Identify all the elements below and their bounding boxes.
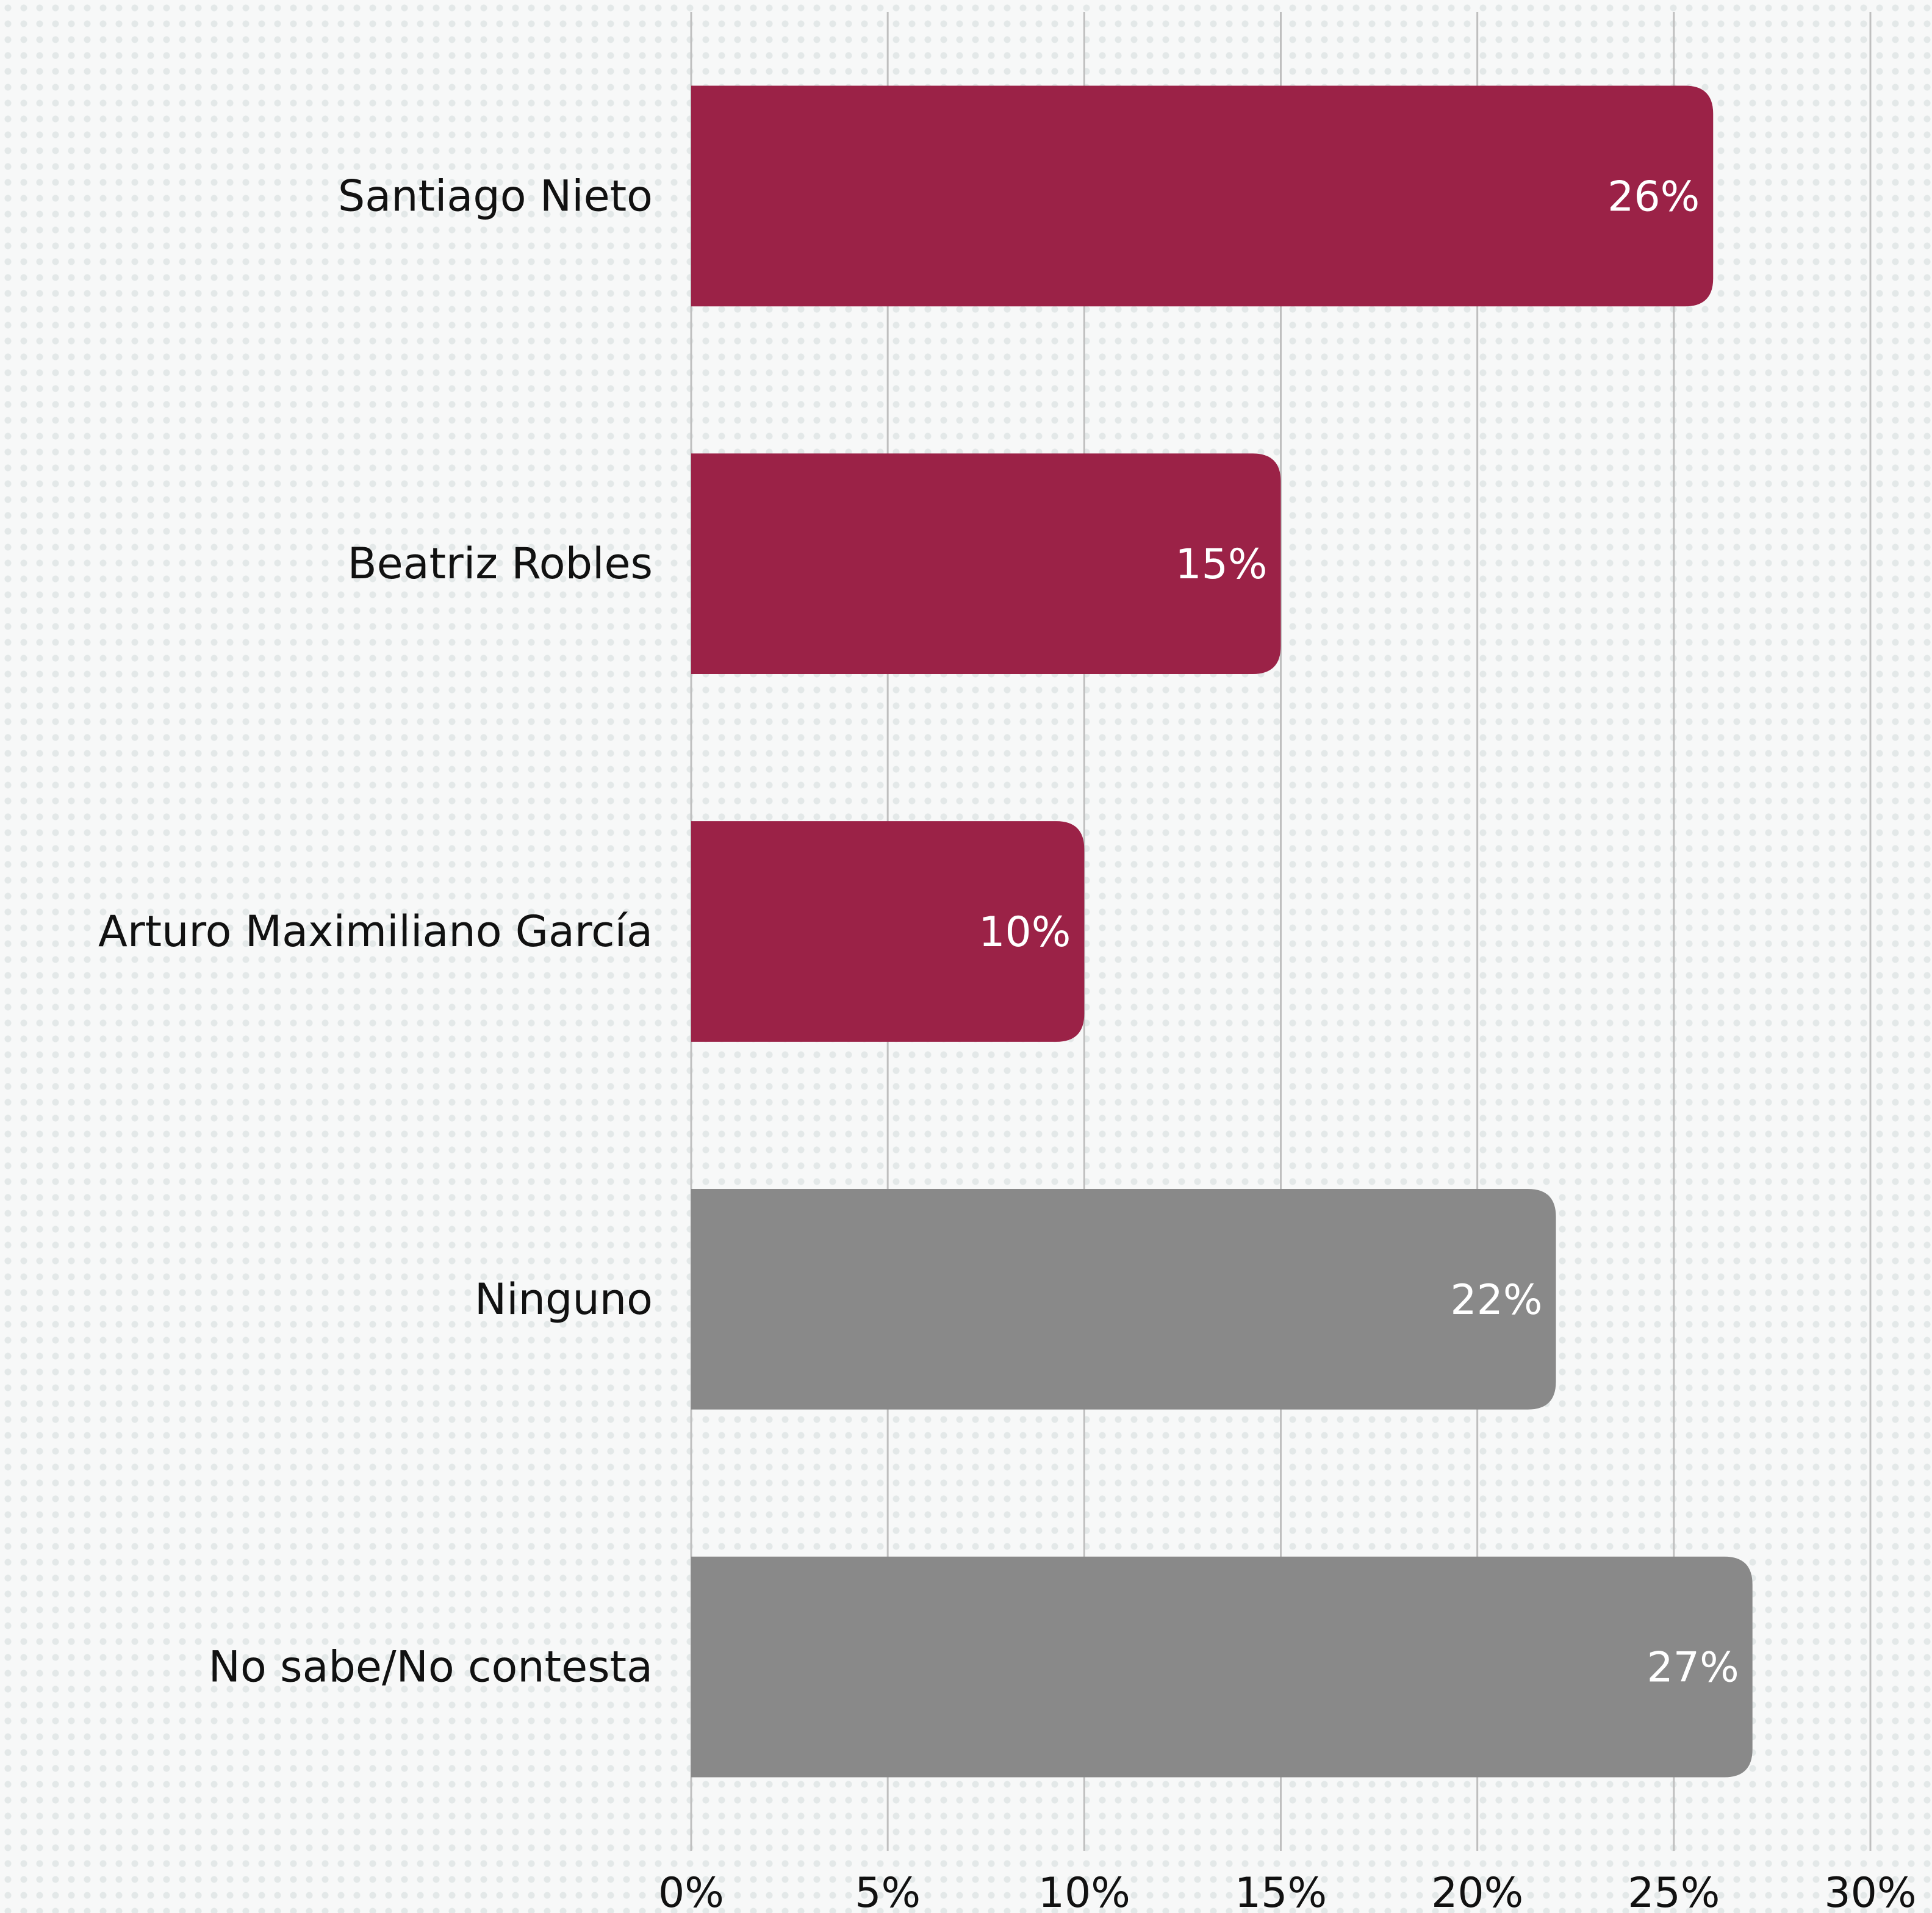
x-tick-label: 0% <box>658 1869 724 1913</box>
bar-value-label: 15% <box>1175 540 1267 589</box>
bar <box>691 1188 1556 1410</box>
bar-value-label: 10% <box>979 908 1071 956</box>
x-tick-label: 25% <box>1628 1869 1720 1913</box>
category-label: Ninguno <box>475 1274 653 1324</box>
category-label: No sabe/No contesta <box>209 1642 653 1692</box>
bar <box>691 85 1714 307</box>
x-tick-label: 10% <box>1038 1869 1130 1913</box>
x-tick-label: 20% <box>1431 1869 1523 1913</box>
bar-value-label: 22% <box>1450 1276 1542 1324</box>
category-label: Beatriz Robles <box>348 539 653 589</box>
bar-value-label: 26% <box>1607 173 1700 221</box>
bar <box>691 821 1085 1042</box>
x-axis-tick-labels: 0% 5% 10% 15% 20% 25% 30% <box>658 1869 1917 1913</box>
category-labels: Santiago Nieto Beatriz Robles Arturo Maxim… <box>98 171 653 1692</box>
bar <box>691 1556 1753 1778</box>
bar-value-label: 27% <box>1647 1644 1739 1692</box>
x-tick-label: 15% <box>1235 1869 1327 1913</box>
category-label: Santiago Nieto <box>338 171 653 221</box>
x-tick-label: 5% <box>855 1869 921 1913</box>
bars: 26% 15% 10% 22% 27% <box>691 85 1753 1778</box>
x-tick-label: 30% <box>1824 1869 1916 1913</box>
category-label: Arturo Maximiliano García <box>98 906 653 956</box>
bar <box>691 453 1281 675</box>
